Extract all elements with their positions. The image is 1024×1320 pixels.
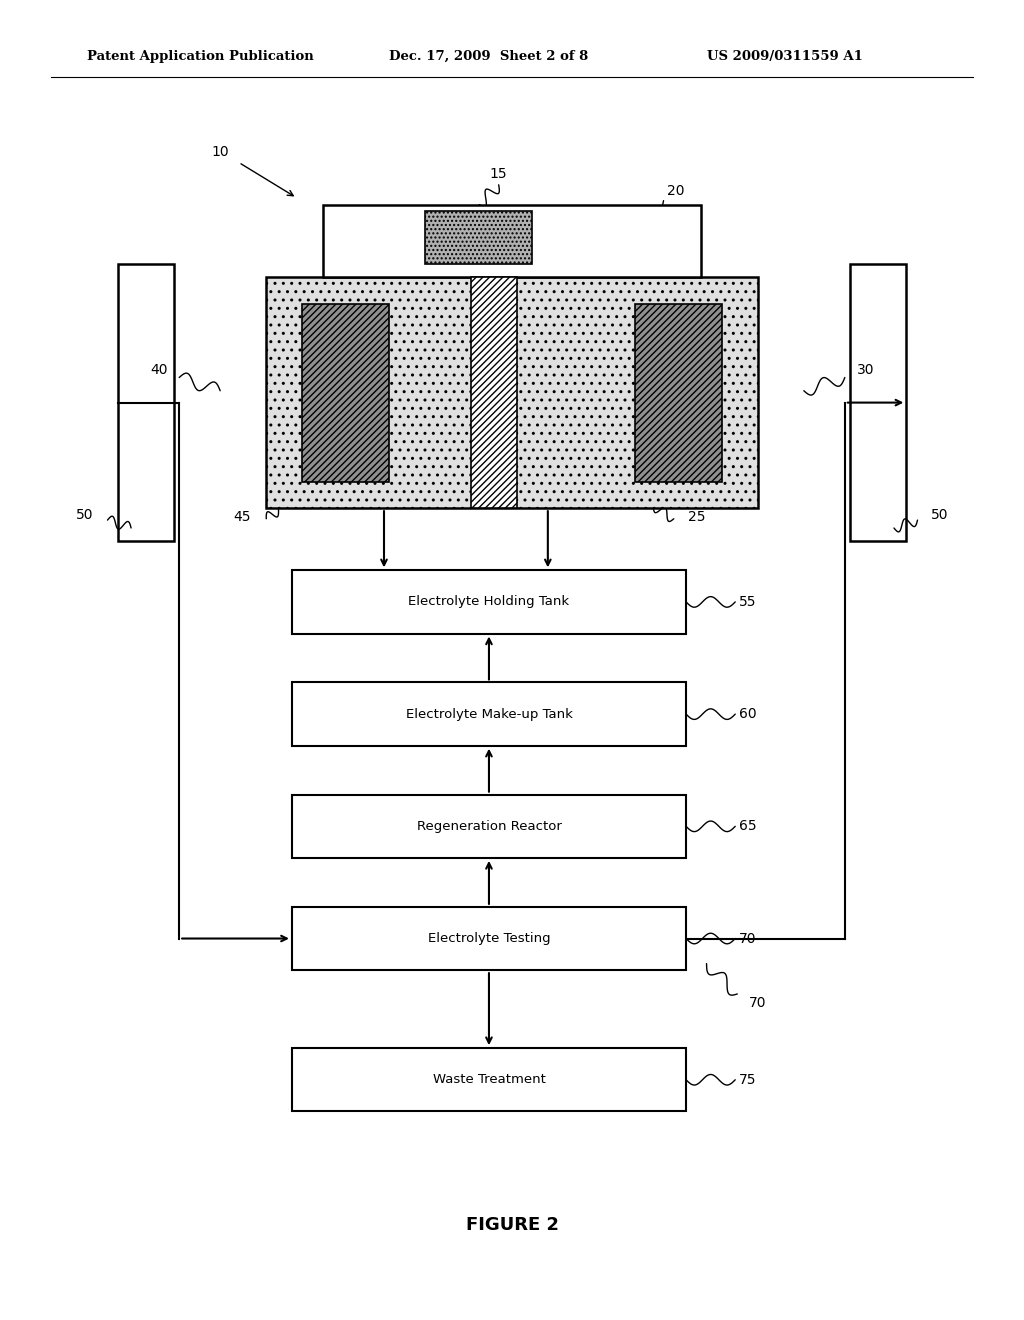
Bar	[292, 795, 686, 858]
Text: 35: 35	[493, 319, 511, 333]
Text: Waste Treatment: Waste Treatment	[432, 1073, 546, 1086]
Bar	[850, 264, 906, 541]
Bar	[292, 682, 686, 746]
Bar	[266, 277, 758, 508]
Text: 70: 70	[738, 932, 757, 945]
Bar	[292, 1048, 686, 1111]
Text: 25: 25	[687, 511, 706, 524]
Bar	[635, 304, 722, 482]
Text: 40: 40	[150, 363, 168, 376]
Text: 15: 15	[489, 168, 508, 181]
Text: 10: 10	[211, 145, 229, 158]
Text: 75: 75	[738, 1073, 757, 1086]
Text: Electrolyte Make-up Tank: Electrolyte Make-up Tank	[406, 708, 572, 721]
Text: 65: 65	[738, 820, 757, 833]
Text: Dec. 17, 2009  Sheet 2 of 8: Dec. 17, 2009 Sheet 2 of 8	[389, 50, 589, 63]
Text: 50: 50	[931, 508, 949, 521]
Bar	[292, 570, 686, 634]
Text: 30: 30	[856, 363, 874, 376]
Text: 60: 60	[738, 708, 757, 721]
Text: Electrolyte Testing: Electrolyte Testing	[428, 932, 550, 945]
Text: 70: 70	[749, 997, 767, 1010]
Text: US 2009/0311559 A1: US 2009/0311559 A1	[707, 50, 862, 63]
Bar	[471, 277, 517, 508]
Text: 50: 50	[76, 508, 94, 521]
Bar	[323, 205, 701, 277]
Text: 55: 55	[738, 595, 757, 609]
Text: Electrolyte Holding Tank: Electrolyte Holding Tank	[409, 595, 569, 609]
Bar	[302, 304, 389, 482]
Text: FIGURE 2: FIGURE 2	[466, 1216, 558, 1234]
Bar	[118, 264, 174, 541]
Text: 45: 45	[232, 511, 251, 524]
Bar	[425, 211, 532, 264]
Text: Patent Application Publication: Patent Application Publication	[87, 50, 313, 63]
Text: Regeneration Reactor: Regeneration Reactor	[417, 820, 561, 833]
Text: 20: 20	[667, 185, 685, 198]
Bar	[292, 907, 686, 970]
